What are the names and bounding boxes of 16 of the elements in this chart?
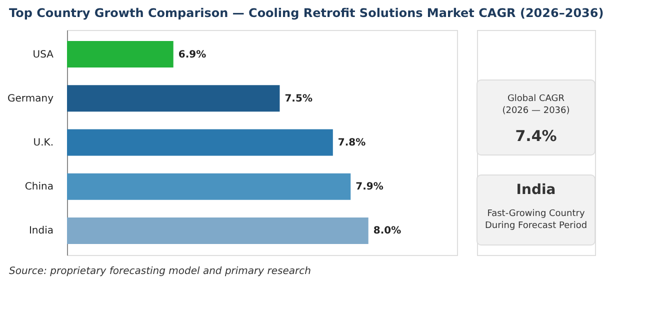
- text: 7.4%: [515, 127, 557, 145]
- y-tick-label: U.K.: [33, 138, 54, 148]
- y-tick-label: Germany: [8, 93, 54, 104]
- text: Fast-Growing Country During Forecast Period: [484, 209, 588, 231]
- data-label: 7.9%: [356, 182, 384, 193]
- data-label: 6.9%: [178, 49, 206, 60]
- data-label: 8.0%: [373, 226, 402, 237]
- data-label: 7.8%: [338, 138, 366, 148]
- y-tick-label: China: [24, 182, 54, 193]
- chart-title: Top Country Growth Comparison — Cooling Retrofit Solutions Market CAGR (2026–2036): [9, 6, 604, 20]
- source-note: Source: proprietary forecasting model and primary research: [9, 266, 311, 277]
- text: Global CAGR (2026 — 2036): [502, 94, 570, 116]
- text: India: [516, 182, 556, 198]
- data-label: 7.5%: [284, 93, 312, 104]
- y-tick-label: India: [28, 226, 54, 237]
- y-tick-label: USA: [32, 49, 54, 60]
